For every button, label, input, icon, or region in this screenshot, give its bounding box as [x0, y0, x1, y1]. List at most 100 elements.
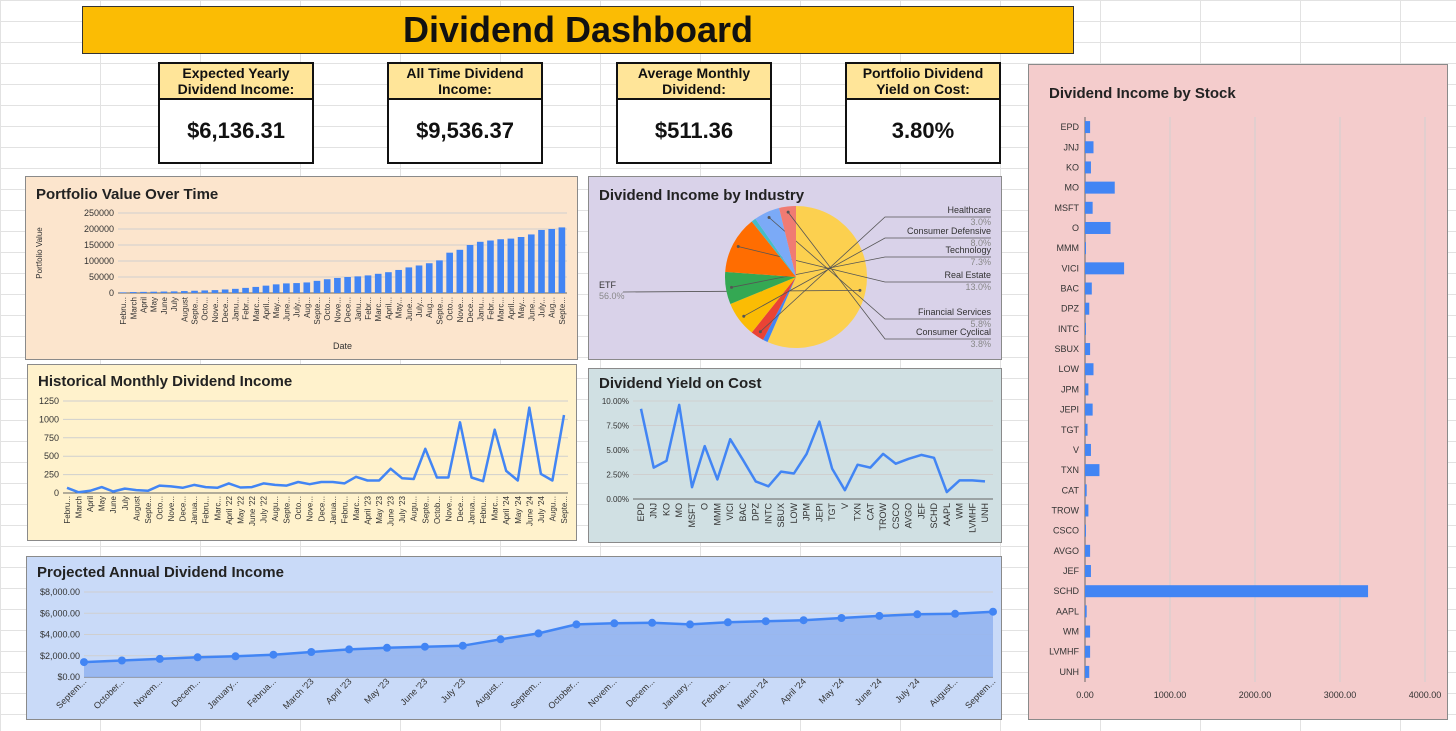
bar[interactable]: [548, 229, 556, 293]
data-point[interactable]: [761, 617, 770, 626]
data-point[interactable]: [837, 614, 846, 622]
bar[interactable]: [1085, 585, 1369, 598]
bar[interactable]: [303, 282, 311, 293]
bar[interactable]: [1085, 443, 1091, 456]
data-point[interactable]: [799, 616, 808, 625]
bar[interactable]: [272, 284, 280, 293]
data-point[interactable]: [723, 618, 732, 627]
bar[interactable]: [1085, 181, 1115, 194]
bar[interactable]: [1085, 383, 1089, 396]
bar[interactable]: [1085, 403, 1093, 416]
bar[interactable]: [476, 241, 484, 293]
data-point[interactable]: [420, 642, 429, 651]
data-point[interactable]: [610, 619, 619, 628]
bar[interactable]: [1085, 524, 1086, 537]
data-point[interactable]: [345, 645, 354, 654]
bar[interactable]: [221, 289, 229, 293]
bar[interactable]: [181, 291, 188, 293]
data-point[interactable]: [875, 611, 884, 620]
bar[interactable]: [497, 239, 504, 293]
bar[interactable]: [334, 277, 341, 293]
pie-slice[interactable]: [725, 221, 796, 277]
bar[interactable]: [1085, 242, 1086, 255]
bar[interactable]: [211, 290, 219, 293]
pie-slice[interactable]: [751, 277, 796, 340]
bar[interactable]: [1085, 262, 1125, 275]
data-point[interactable]: [572, 620, 581, 629]
data-point[interactable]: [155, 654, 164, 663]
bar[interactable]: [517, 237, 525, 293]
bar[interactable]: [344, 277, 351, 293]
bar[interactable]: [446, 252, 453, 293]
bar[interactable]: [558, 227, 566, 293]
data-point[interactable]: [951, 609, 960, 618]
bar[interactable]: [538, 229, 545, 293]
bar[interactable]: [191, 290, 198, 293]
pie-slice[interactable]: [767, 206, 868, 348]
data-point[interactable]: [231, 652, 240, 661]
bar[interactable]: [160, 291, 168, 293]
bar[interactable]: [1085, 504, 1089, 517]
bar[interactable]: [1085, 141, 1094, 154]
data-point[interactable]: [496, 635, 505, 644]
bar[interactable]: [1085, 464, 1100, 477]
bar[interactable]: [262, 285, 270, 293]
bar[interactable]: [364, 275, 372, 293]
bar[interactable]: [425, 263, 433, 293]
projected-income-chart[interactable]: Projected Annual Dividend Income $8,000.0…: [26, 556, 1002, 720]
bar[interactable]: [129, 292, 137, 293]
data-point[interactable]: [80, 658, 88, 667]
bar[interactable]: [507, 238, 515, 293]
bar[interactable]: [1085, 302, 1090, 315]
bar[interactable]: [395, 269, 402, 293]
industry-pie-chart[interactable]: Dividend Income by Industry ETF 56.0% Healt…: [588, 176, 1002, 360]
bar[interactable]: [323, 279, 331, 293]
data-point[interactable]: [989, 607, 997, 616]
bar[interactable]: [293, 283, 300, 293]
data-point[interactable]: [458, 641, 467, 650]
yield-on-cost-chart[interactable]: Dividend Yield on Cost 10.00% 7.50% 5.00% 2.…: [588, 368, 1002, 543]
bar[interactable]: [1085, 565, 1091, 578]
pie-slice[interactable]: [763, 277, 796, 343]
pie-slice[interactable]: [755, 208, 796, 277]
bar[interactable]: [385, 272, 392, 293]
data-point[interactable]: [269, 650, 278, 659]
bar[interactable]: [374, 273, 382, 293]
data-point[interactable]: [307, 648, 316, 656]
bar[interactable]: [150, 291, 158, 293]
bar[interactable]: [170, 291, 178, 293]
bar[interactable]: [1085, 221, 1111, 234]
pie-slice[interactable]: [725, 271, 796, 305]
bar[interactable]: [1085, 625, 1091, 638]
bar[interactable]: [527, 234, 535, 293]
data-point[interactable]: [648, 618, 657, 627]
pie-slice[interactable]: [779, 206, 796, 277]
portfolio-value-chart[interactable]: Portfolio Value Over Time 250000 200000 150…: [25, 176, 578, 360]
bar[interactable]: [456, 249, 464, 293]
data-point[interactable]: [193, 653, 202, 662]
bar[interactable]: [1085, 665, 1090, 678]
bar[interactable]: [1085, 423, 1088, 436]
bar[interactable]: [1085, 121, 1091, 134]
data-point[interactable]: [383, 643, 391, 652]
bar[interactable]: [1085, 605, 1087, 618]
bar[interactable]: [1085, 484, 1087, 497]
bar[interactable]: [415, 265, 423, 293]
bar[interactable]: [1085, 282, 1092, 295]
stock-income-chart[interactable]: Dividend Income by Stock 0.00 1000.00 2000.…: [1028, 64, 1448, 720]
data-point[interactable]: [686, 620, 694, 629]
bar[interactable]: [1085, 322, 1086, 335]
bar[interactable]: [119, 292, 127, 293]
bar[interactable]: [283, 283, 290, 293]
bar[interactable]: [1085, 645, 1091, 658]
bar[interactable]: [232, 288, 239, 293]
bar[interactable]: [1085, 201, 1093, 214]
bar[interactable]: [201, 290, 209, 293]
bar[interactable]: [436, 260, 443, 293]
data-point[interactable]: [117, 656, 126, 665]
bar[interactable]: [1085, 363, 1094, 376]
bar[interactable]: [313, 280, 321, 293]
bar[interactable]: [1085, 161, 1091, 174]
bar[interactable]: [242, 287, 249, 293]
data-point[interactable]: [913, 610, 922, 619]
